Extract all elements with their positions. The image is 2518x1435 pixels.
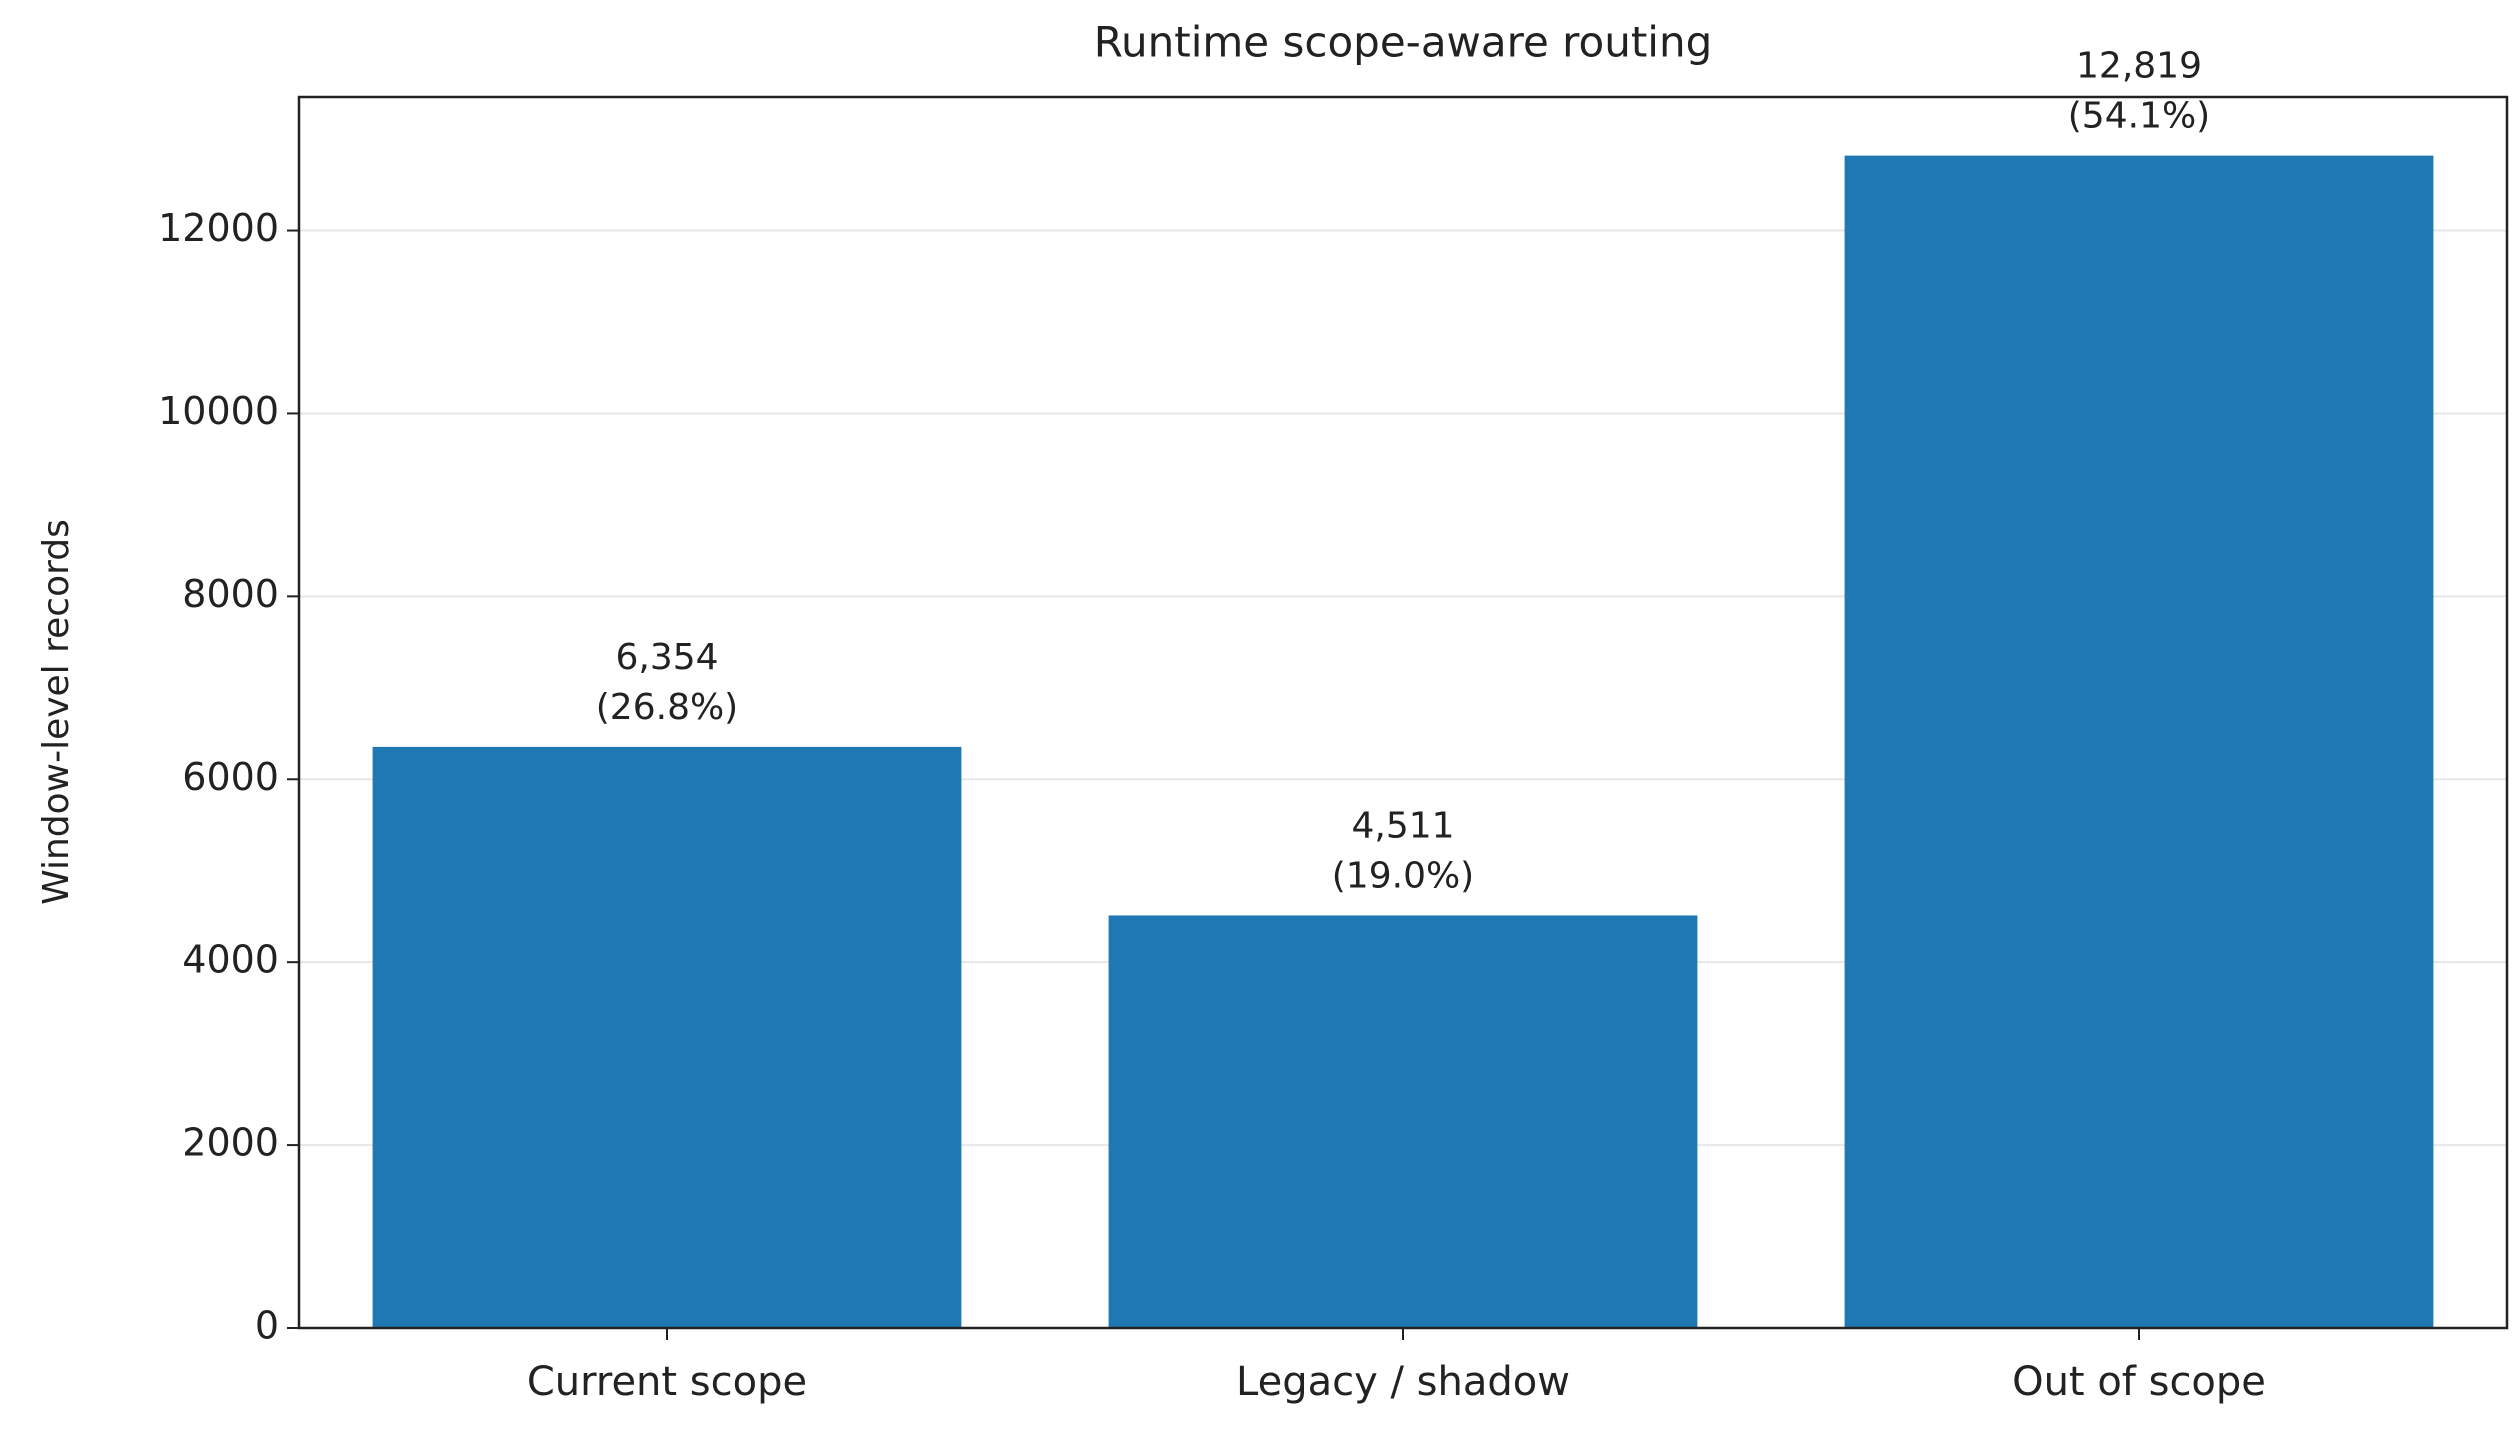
share-label: (19.0%): [1332, 855, 1474, 896]
y-tick-label: 8000: [182, 572, 279, 616]
bar: [1108, 915, 1698, 1328]
y-tick-label: 6000: [182, 755, 279, 799]
x-tick-label: Legacy / shadow: [1236, 1359, 1570, 1405]
bar: [372, 746, 962, 1328]
value-label: 12,819: [2076, 46, 2202, 87]
y-tick-label: 12000: [158, 206, 279, 250]
y-tick-label: 2000: [182, 1121, 279, 1165]
y-tick-label: 0: [255, 1304, 279, 1348]
x-tick-label: Out of scope: [2012, 1359, 2266, 1405]
value-label: 6,354: [615, 637, 718, 678]
x-tick-label: Current scope: [527, 1359, 807, 1405]
bar: [1844, 155, 2434, 1328]
value-label: 4,511: [1351, 805, 1454, 846]
chart-title: Runtime scope-aware routing: [1094, 18, 1713, 67]
y-axis-label: Window-level records: [36, 519, 77, 905]
share-label: (54.1%): [2068, 96, 2210, 137]
share-label: (26.8%): [596, 687, 738, 728]
plot-frame: [297, 95, 2509, 1330]
y-tick-label: 10000: [158, 389, 279, 433]
y-tick-label: 4000: [182, 938, 279, 982]
